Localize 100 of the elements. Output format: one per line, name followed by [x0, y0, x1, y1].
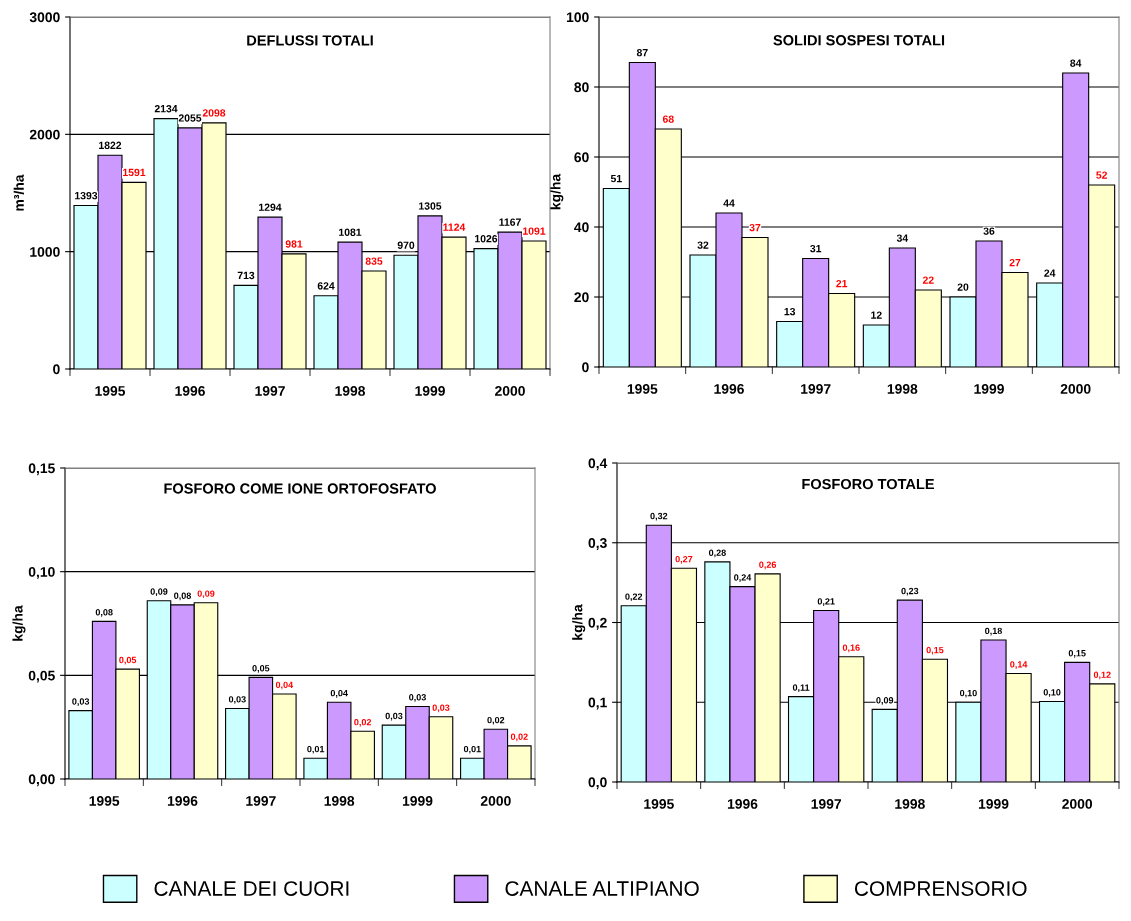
data-label: 32 — [697, 241, 709, 249]
data-label: 1026 — [475, 235, 498, 243]
x-tick-label: 1998 — [335, 386, 366, 396]
x-tick-label: 1999 — [415, 386, 445, 396]
x-tick-label: 1998 — [887, 384, 918, 394]
y-axis-title: kg/ha — [12, 605, 26, 641]
data-label: 20 — [957, 283, 969, 291]
data-label: 0,03 — [228, 696, 246, 704]
y-tick-label: 0,05 — [28, 670, 55, 683]
data-label: 0,18 — [985, 627, 1003, 636]
data-label: 0,02 — [487, 716, 505, 725]
x-tick-label: 1995 — [644, 799, 674, 809]
data-label: 2098 — [202, 109, 226, 117]
data-label: 0,04 — [275, 681, 294, 690]
data-label: 0,32 — [650, 512, 668, 521]
data-label: 1294 — [259, 203, 282, 211]
y-tick-label: 0,0 — [588, 777, 607, 790]
data-label: 713 — [237, 271, 255, 280]
data-label: 2134 — [154, 105, 178, 113]
y-tick-label: 20 — [574, 292, 589, 303]
legend-label: COMPRENSORIO — [854, 881, 1027, 896]
data-label: 0,09 — [197, 590, 215, 599]
x-tick-label: 1995 — [627, 384, 658, 394]
data-label: 34 — [896, 234, 909, 242]
data-label: 0,28 — [708, 549, 726, 558]
data-label: 1591 — [123, 168, 146, 177]
data-label: 0,09 — [876, 697, 894, 705]
x-tick-label: 1999 — [402, 796, 433, 806]
data-label: 0,26 — [759, 561, 777, 570]
x-tick-label: 2000 — [495, 386, 525, 396]
data-label: 0,14 — [1010, 661, 1028, 669]
data-label: 0,03 — [385, 712, 403, 721]
x-tick-label: 1999 — [974, 384, 1004, 394]
x-tick-label: 1996 — [727, 799, 758, 809]
data-label: 0,12 — [1093, 671, 1111, 680]
legend-label: CANALE ALTIPIANO — [505, 881, 699, 896]
x-tick-label: 1995 — [95, 386, 126, 396]
data-label: 12 — [871, 311, 882, 319]
y-tick-label: 0,00 — [28, 774, 55, 787]
data-label: 624 — [317, 282, 335, 290]
data-label: 24 — [1044, 269, 1056, 277]
x-tick-label: 1996 — [714, 384, 744, 394]
data-label: 1822 — [99, 141, 122, 149]
y-tick-label: 0,15 — [28, 463, 55, 476]
data-label: 0,01 — [307, 745, 325, 754]
y-tick-label: 3000 — [29, 12, 60, 23]
data-label: 51 — [610, 175, 622, 183]
data-label: 1167 — [499, 218, 521, 226]
data-label: 0,11 — [792, 684, 810, 693]
y-tick-label: 40 — [574, 222, 589, 233]
data-label: 1124 — [443, 223, 466, 231]
data-label: 970 — [397, 241, 415, 249]
x-tick-label: 1998 — [324, 796, 355, 806]
data-label: 835 — [365, 257, 383, 265]
data-label: 0,02 — [510, 733, 528, 742]
y-tick-label: 0,4 — [588, 458, 608, 471]
text: SOLIDI SOSPESI TOTALI — [773, 35, 945, 46]
data-label: 44 — [723, 199, 735, 207]
data-label: 0,23 — [901, 587, 919, 596]
data-label: 1393 — [75, 191, 98, 200]
data-label: 13 — [784, 307, 796, 316]
y-tick-label: 0,2 — [588, 617, 607, 630]
x-tick-label: 1997 — [255, 386, 285, 396]
data-label: 0,15 — [926, 646, 944, 655]
data-label: 1305 — [419, 202, 442, 210]
data-label: 0,09 — [150, 588, 168, 597]
y-tick-label: 0,1 — [588, 697, 607, 710]
data-label: 27 — [1009, 258, 1021, 267]
y-tick-label: 0 — [53, 364, 60, 375]
y-tick-label: 2000 — [29, 129, 60, 140]
y-tick-label: 100 — [566, 12, 589, 23]
x-tick-label: 2000 — [480, 796, 511, 806]
data-label: 0,08 — [95, 609, 113, 617]
x-tick-label: 1996 — [167, 796, 198, 806]
y-tick-label: 0 — [582, 362, 589, 373]
data-label: 0,03 — [432, 704, 450, 713]
data-label: 2055 — [178, 114, 202, 122]
data-label: 22 — [922, 276, 934, 284]
data-label: 0,27 — [675, 555, 693, 564]
data-label: 21 — [836, 279, 848, 288]
data-label: 68 — [662, 115, 674, 123]
y-tick-label: 1000 — [30, 247, 60, 257]
y-tick-label: 0,10 — [28, 567, 55, 579]
x-tick-label: 1999 — [978, 799, 1009, 809]
data-label: 0,21 — [817, 598, 835, 606]
data-label: 31 — [810, 244, 822, 253]
x-tick-label: 1997 — [801, 384, 831, 394]
legend-label: CANALE DEI CUORI — [154, 881, 349, 896]
text: DEFLUSSI TOTALI — [247, 35, 373, 46]
x-tick-label: 1997 — [811, 799, 842, 809]
y-tick-label: 0,3 — [588, 538, 607, 550]
y-tick-label: 80 — [574, 82, 589, 93]
data-label: 36 — [983, 227, 995, 235]
y-axis-title: m³/ha — [13, 174, 24, 211]
x-tick-label: 1998 — [895, 799, 925, 809]
data-label: 0,02 — [354, 718, 372, 727]
data-label: 0,04 — [330, 689, 348, 698]
x-tick-label: 1997 — [246, 796, 276, 806]
data-label: 37 — [749, 223, 761, 232]
text: FOSFORO TOTALE — [802, 478, 935, 490]
